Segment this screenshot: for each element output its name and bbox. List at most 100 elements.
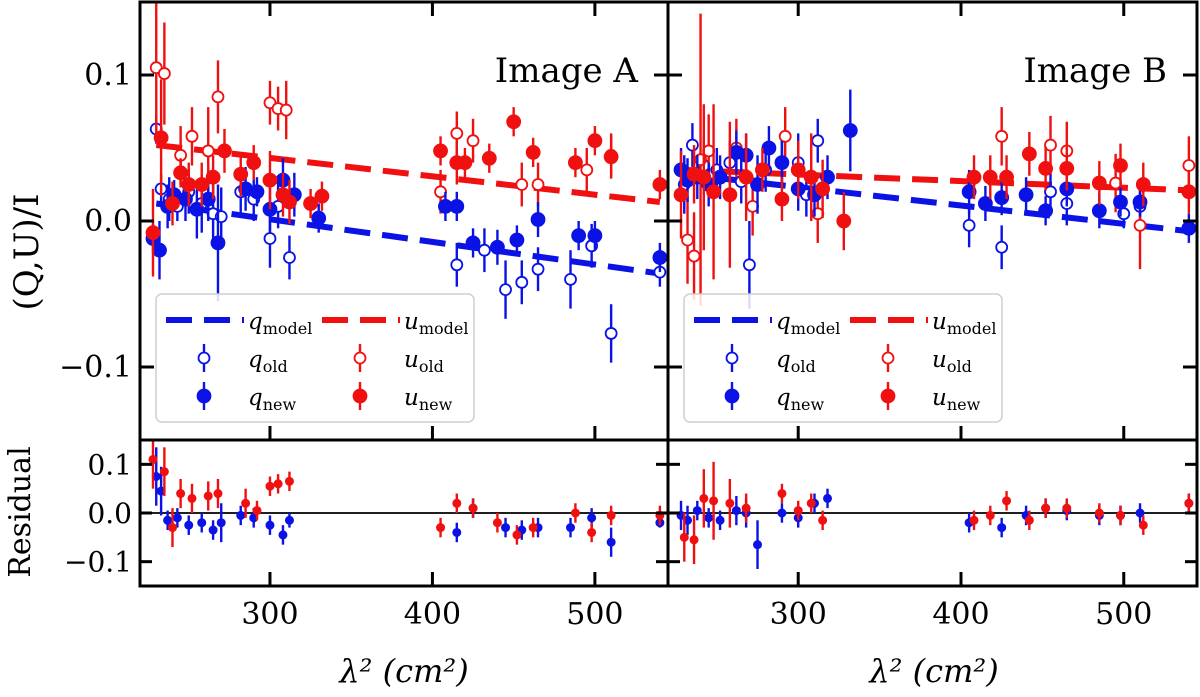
u-old-point [1133, 218, 1147, 232]
u-residual-point [1115, 510, 1125, 520]
legend-u_old-marker [353, 351, 367, 365]
q-new-point [761, 140, 777, 156]
u-new-point [194, 177, 210, 192]
u-residual-point [1094, 508, 1104, 518]
u-new-point [457, 155, 473, 171]
q-residual-point [777, 508, 787, 518]
q-new-point [152, 242, 167, 258]
legend-label-u_new: unew [932, 385, 981, 414]
q-new-point [1091, 203, 1107, 219]
u-new-point [173, 165, 189, 181]
q-residual-point [208, 525, 218, 535]
q-residual-point [197, 518, 207, 528]
u-old-point [531, 178, 545, 191]
q-old-point [564, 272, 577, 286]
y-axis-label-residual: Residual [3, 446, 38, 577]
q-old-point [515, 275, 529, 289]
u-old-point [580, 163, 594, 177]
u-new-point [587, 133, 603, 149]
u-residual-point [1184, 498, 1194, 508]
u-new-point [982, 169, 998, 185]
u-residual-point [689, 535, 699, 545]
q-residual-point [216, 518, 226, 528]
legend-label-q_model: qmodel [776, 309, 840, 338]
u-new-point [567, 155, 583, 171]
u-residual-point [741, 503, 751, 513]
u-residual-point [969, 515, 979, 525]
u-old-point [157, 67, 171, 80]
u-new-point [303, 196, 318, 211]
u-residual-point [985, 510, 995, 520]
u-new-point [803, 169, 819, 185]
q-residual-point [452, 527, 462, 537]
legend-q_new-marker [196, 388, 212, 404]
u-new-point [999, 169, 1014, 185]
u-new-point [525, 144, 541, 160]
u-new-point [1059, 161, 1075, 176]
legend-label-u_model: umodel [932, 309, 996, 338]
legend-q_old-marker [725, 351, 739, 365]
main-plot-area [673, 13, 1197, 309]
u-new-point [282, 194, 297, 210]
u-residual-point [187, 493, 197, 503]
panel-b: qmodel umodel qold uold qnew unew Image B 300 40… [666, 0, 1199, 632]
u-old-point [1182, 159, 1196, 172]
u-old-point [995, 129, 1009, 143]
u-new-point [836, 213, 852, 229]
u-old-point [211, 90, 225, 104]
legend-label-u_old: uold [932, 347, 972, 376]
q-residual-point [997, 523, 1007, 533]
q-new-point [509, 232, 525, 248]
u-residual-point [818, 515, 828, 525]
q-old-point [531, 262, 545, 276]
q-new-point [1132, 194, 1148, 210]
u-old-point [450, 126, 464, 140]
q-residual-point [731, 506, 741, 516]
u-old-point [466, 134, 480, 148]
u-old-point [185, 129, 199, 143]
q-residual-point [587, 513, 597, 523]
q-new-point [178, 191, 193, 207]
legend: qmodel umodel qold uold qnew unew [155, 293, 475, 423]
q-old-point [962, 218, 976, 232]
u-residual-point [793, 506, 803, 516]
u-new-point [481, 150, 497, 166]
y-tick-label-main: 0.1 [84, 58, 132, 93]
u-residual-point [777, 489, 787, 499]
u-residual-point [252, 506, 262, 516]
u-residual-point [679, 532, 689, 542]
q-old-point [450, 258, 464, 272]
u-old-point [687, 249, 701, 263]
q-new-point [189, 201, 205, 217]
u-old-point [1044, 138, 1057, 152]
u-residual-point [273, 479, 283, 489]
u-new-point [165, 196, 180, 211]
legend-label-u_new: unew [404, 385, 453, 414]
panel-a: qmodel umodel qold uold qnew unew Image A 300 40… [59, 0, 670, 632]
u-residual-point [468, 503, 478, 513]
u-new-point [696, 169, 712, 185]
u-residual-point [806, 498, 816, 508]
q-new-point [750, 177, 765, 192]
u-residual-point [159, 467, 169, 477]
u-new-point [774, 191, 790, 207]
y-tick-label-main: −0.1 [59, 350, 132, 385]
q-residual-point [236, 510, 246, 520]
q-new-point [1018, 187, 1034, 203]
x-tick-label: 400 [404, 597, 461, 632]
x-tick-label: 300 [241, 597, 298, 632]
u-new-point [181, 177, 197, 192]
q-new-point [1038, 203, 1054, 219]
q-old-point [811, 134, 825, 148]
u-new-point [433, 143, 448, 159]
panel-title: Image A [495, 51, 639, 91]
q-old-point [263, 232, 277, 245]
u-new-point [738, 169, 754, 185]
legend-u_old-marker [881, 351, 895, 365]
u-new-point [217, 143, 232, 159]
u-residual-point [452, 498, 462, 508]
q-new-point [311, 210, 327, 226]
u-new-point [153, 130, 169, 146]
u-new-point [506, 114, 522, 130]
legend-q_new-marker [724, 388, 740, 404]
